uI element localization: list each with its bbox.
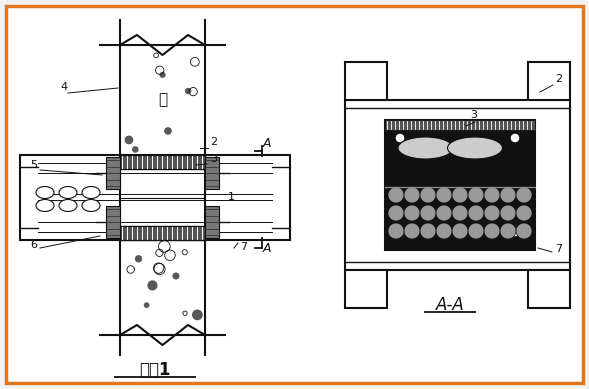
Text: A: A xyxy=(263,137,272,150)
Bar xyxy=(345,100,570,270)
Ellipse shape xyxy=(59,186,77,198)
Bar xyxy=(385,120,535,130)
Text: 7: 7 xyxy=(555,244,562,254)
Circle shape xyxy=(395,133,405,143)
Circle shape xyxy=(436,187,452,203)
Circle shape xyxy=(500,205,516,221)
Bar xyxy=(120,155,205,169)
Circle shape xyxy=(132,146,138,153)
Ellipse shape xyxy=(448,137,502,159)
Circle shape xyxy=(436,205,452,221)
Circle shape xyxy=(404,223,420,239)
Circle shape xyxy=(164,127,172,135)
Bar xyxy=(385,120,535,250)
Circle shape xyxy=(144,302,150,308)
Circle shape xyxy=(160,72,166,78)
Circle shape xyxy=(185,88,191,94)
Circle shape xyxy=(468,223,484,239)
Text: 方案1: 方案1 xyxy=(139,361,171,379)
Bar xyxy=(205,157,219,189)
Text: 4: 4 xyxy=(60,82,67,92)
Circle shape xyxy=(388,205,404,221)
Circle shape xyxy=(420,187,436,203)
Circle shape xyxy=(135,255,142,263)
Bar xyxy=(106,206,120,238)
Circle shape xyxy=(510,227,520,237)
Ellipse shape xyxy=(59,200,77,212)
Text: 5: 5 xyxy=(30,160,37,170)
Circle shape xyxy=(404,187,420,203)
Ellipse shape xyxy=(82,200,100,212)
Bar xyxy=(528,62,570,100)
Text: 墙: 墙 xyxy=(158,93,167,107)
Text: 2: 2 xyxy=(210,137,217,147)
Ellipse shape xyxy=(398,137,453,159)
Text: A-A: A-A xyxy=(436,296,464,314)
Text: 2: 2 xyxy=(555,74,562,84)
Bar xyxy=(106,157,120,189)
Circle shape xyxy=(484,223,500,239)
Ellipse shape xyxy=(36,186,54,198)
Bar xyxy=(528,270,570,308)
Circle shape xyxy=(452,205,468,221)
Circle shape xyxy=(484,205,500,221)
Text: 1: 1 xyxy=(228,192,235,202)
Circle shape xyxy=(516,223,532,239)
Bar xyxy=(205,206,219,238)
Circle shape xyxy=(147,280,157,291)
Text: 3: 3 xyxy=(470,110,477,120)
Circle shape xyxy=(452,223,468,239)
Text: A: A xyxy=(263,242,272,255)
Circle shape xyxy=(516,187,532,203)
Ellipse shape xyxy=(82,186,100,198)
Bar xyxy=(120,226,205,240)
Circle shape xyxy=(192,310,203,320)
Circle shape xyxy=(420,223,436,239)
Circle shape xyxy=(468,187,484,203)
Circle shape xyxy=(510,133,520,143)
Circle shape xyxy=(500,187,516,203)
Circle shape xyxy=(484,187,500,203)
Circle shape xyxy=(404,205,420,221)
Circle shape xyxy=(468,205,484,221)
Circle shape xyxy=(173,273,180,280)
Circle shape xyxy=(516,205,532,221)
Circle shape xyxy=(436,223,452,239)
Circle shape xyxy=(388,187,404,203)
Text: 7: 7 xyxy=(240,242,247,252)
Circle shape xyxy=(452,187,468,203)
Ellipse shape xyxy=(36,200,54,212)
Circle shape xyxy=(125,135,133,144)
Circle shape xyxy=(388,223,404,239)
Bar xyxy=(345,270,387,308)
Bar xyxy=(345,62,387,100)
Circle shape xyxy=(500,223,516,239)
Circle shape xyxy=(420,205,436,221)
Text: 3: 3 xyxy=(210,154,217,164)
Text: 6: 6 xyxy=(30,240,37,250)
Circle shape xyxy=(395,227,405,237)
